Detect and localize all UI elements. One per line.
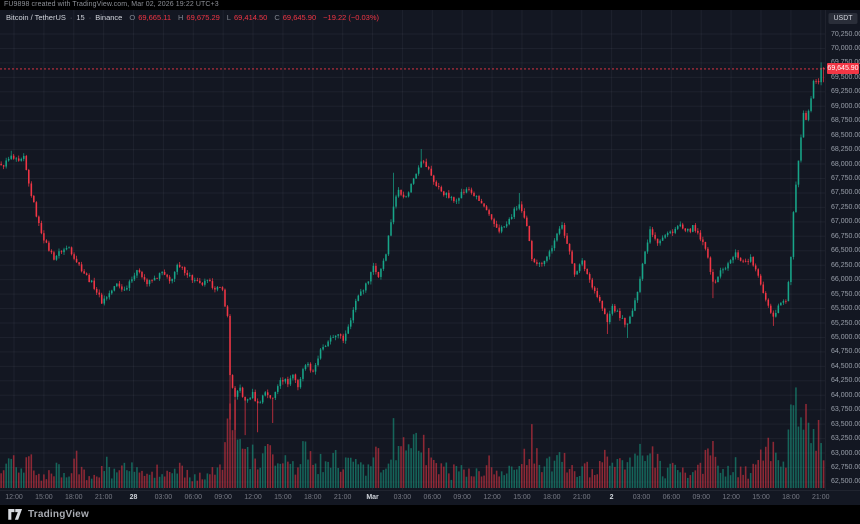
price-tick-label: 62,750.00 [831, 464, 860, 471]
price-tick-label: 63,000.00 [831, 449, 860, 457]
time-tick-label: 15:00 [35, 494, 53, 501]
close-label: C [274, 13, 280, 22]
time-tick-label: 18:00 [304, 494, 322, 501]
price-tick-label: 67,000.00 [831, 218, 860, 226]
price-tick-label: 64,000.00 [831, 391, 860, 399]
time-tick-label: 21:00 [572, 494, 591, 501]
time-tick-label: 06:00 [662, 494, 681, 501]
price-tick-label: 65,000.00 [831, 333, 860, 341]
price-tick-label: 63,250.00 [831, 435, 860, 443]
time-tick-label: 15:00 [274, 494, 292, 501]
time-tick-label: 12:00 [244, 494, 262, 501]
time-tick-label: 06:00 [423, 494, 442, 501]
currency-unit-button[interactable]: USDT [828, 13, 858, 24]
snapshot-caption-bar: FU9898 created with TradingView.com, Mar… [0, 0, 860, 10]
time-tick-label: 15:00 [513, 494, 531, 501]
price-tick-label: 63,500.00 [831, 420, 860, 428]
price-tick-label: 65,500.00 [831, 305, 860, 313]
chart-area: Bitcoin / TetherUS · 15 · Binance O 69,665.11… [0, 10, 860, 490]
low-value: 69,414.50 [233, 13, 268, 22]
low-label: L [226, 13, 231, 22]
price-tick-label: 67,750.00 [831, 175, 860, 182]
time-tick-label: Mar [366, 494, 379, 501]
price-pane[interactable]: Bitcoin / TetherUS · 15 · Binance O 69,665.11… [0, 10, 825, 490]
price-tick-label: 69,750.00 [831, 58, 860, 67]
price-tick-label: 64,250.00 [831, 377, 860, 385]
price-tick-label: 68,250.00 [831, 146, 860, 154]
price-tick-label: 64,500.00 [831, 362, 860, 370]
price-tick-label: 68,000.00 [831, 160, 860, 168]
price-tick-label: 66,750.00 [831, 232, 860, 240]
tradingview-logo-icon[interactable] [8, 509, 23, 520]
time-tick-label: 12:00 [5, 494, 23, 501]
time-tick-label: 21:00 [94, 494, 113, 501]
price-tick-label: 63,750.00 [831, 406, 860, 414]
price-tick-label: 66,500.00 [831, 247, 860, 255]
time-tick-label: 28 [129, 494, 138, 501]
time-tick-label: 03:00 [154, 494, 173, 501]
time-tick-label: 18:00 [782, 494, 800, 501]
price-tick-label: 62,500.00 [831, 478, 860, 486]
time-tick-label: 2 [609, 494, 614, 501]
snapshot-caption: FU9898 created with TradingView.com, Mar… [4, 1, 219, 8]
exchange-label[interactable]: Binance [95, 13, 123, 22]
price-tick-label: 65,750.00 [831, 290, 860, 298]
time-tick-label: 09:00 [453, 494, 471, 501]
price-tick-label: 69,000.00 [831, 102, 860, 110]
price-tick-label: 70,000.00 [831, 44, 860, 52]
volume-layer [0, 387, 825, 488]
candlestick-chart[interactable] [0, 10, 825, 490]
time-scale[interactable]: 12:00 15:00 18:00 21:00 28 03:00 06:00 09:00 12:… [0, 490, 860, 505]
footer-bar: TradingView [0, 505, 860, 524]
high-value: 69,675.29 [186, 13, 220, 22]
price-tick-label: 65,250.00 [831, 319, 860, 327]
close-value: 69,645.90 [282, 13, 317, 22]
price-tick-label: 70,250.00 [831, 30, 860, 38]
open-label: O [129, 13, 136, 22]
candles-layer [0, 62, 825, 436]
time-tick-label: 03:00 [632, 494, 651, 501]
time-tick-label: 03:00 [393, 494, 412, 501]
time-tick-label: 06:00 [184, 494, 203, 501]
price-tick-label: 66,250.00 [831, 261, 860, 269]
interval-label[interactable]: 15 [76, 13, 85, 22]
tradingview-brand[interactable]: TradingView [28, 509, 89, 520]
change-value: −19.22 (−0.03%) [323, 13, 380, 22]
price-tick-label: 66,000.00 [831, 276, 860, 284]
time-tick-label: 12:00 [722, 494, 740, 501]
time-tick-label: 21:00 [333, 494, 352, 501]
symbol-legend: Bitcoin / TetherUS · 15 · Binance O 69,665.11… [6, 13, 379, 22]
legend-separator: · [88, 13, 92, 22]
last-price-label: 69,645.90 [827, 63, 859, 75]
price-tick-label: 64,750.00 [831, 348, 860, 356]
high-label: H [178, 13, 184, 22]
price-tick-label: 68,750.00 [831, 117, 860, 125]
time-tick-label: 12:00 [483, 494, 501, 501]
legend-separator: · [69, 13, 73, 22]
time-tick-label: 09:00 [692, 494, 710, 501]
time-tick-label: 15:00 [752, 494, 770, 501]
price-tick-label: 69,250.00 [831, 88, 860, 96]
open-value: 69,665.11 [138, 13, 171, 22]
price-tick-label: 68,500.00 [831, 131, 860, 139]
price-tick-label: 67,250.00 [831, 203, 860, 211]
price-tick-label: 69,500.00 [831, 73, 860, 81]
time-tick-label: 18:00 [64, 494, 83, 501]
price-scale[interactable]: USDT 70,250.00 70,000.00 69,750.00 69,500.0… [825, 10, 860, 490]
symbol-title[interactable]: Bitcoin / TetherUS [6, 13, 66, 22]
time-tick-label: 09:00 [214, 494, 232, 501]
grid-layer [0, 10, 825, 490]
time-tick-label: 18:00 [543, 494, 561, 501]
price-tick-label: 67,500.00 [831, 189, 860, 197]
time-tick-label: 21:00 [811, 494, 830, 501]
